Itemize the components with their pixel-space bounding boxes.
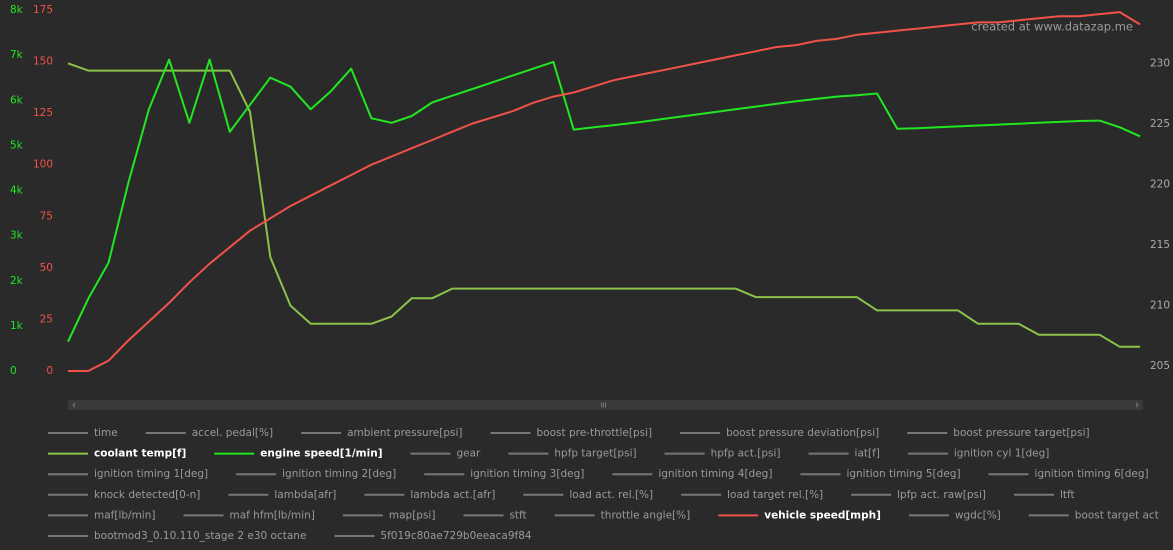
legend-label[interactable]: boost pressure deviation[psi] — [726, 427, 879, 439]
legend-label[interactable]: bootmod3_0.10.110_stage 2 e30 octane — [94, 530, 306, 542]
y2-tick-label: 0 — [46, 365, 53, 377]
legend-label[interactable]: gear — [457, 448, 482, 460]
scrollbar[interactable] — [68, 400, 1143, 410]
legend-label[interactable]: time — [94, 427, 118, 439]
y2-tick-label: 125 — [33, 107, 53, 119]
y3-tick-label: 205 — [1150, 360, 1170, 372]
legend-label[interactable]: vehicle speed[mph] — [764, 509, 881, 521]
y3-tick-label: 210 — [1150, 300, 1170, 312]
y3-tick-label: 215 — [1150, 239, 1170, 251]
y2-tick-label: 100 — [33, 159, 53, 171]
y-tick-label: 4k — [10, 185, 24, 197]
legend-label[interactable]: ignition timing 3[deg] — [470, 468, 584, 480]
legend-label[interactable]: lpfp act. raw[psi] — [897, 489, 986, 501]
legend-label[interactable]: boost target act — [1075, 509, 1159, 521]
legend-label[interactable]: knock detected[0-n] — [94, 489, 200, 501]
legend-label[interactable]: load target rel.[%] — [727, 489, 823, 501]
legend-label[interactable]: ignition cyl 1[deg] — [954, 448, 1050, 460]
legend-label[interactable]: engine speed[1/min] — [260, 448, 382, 460]
series-line — [67, 62, 1140, 348]
y2-tick-label: 25 — [40, 313, 53, 325]
y2-tick-label: 150 — [33, 56, 53, 68]
series-line — [67, 58, 1141, 343]
legend-label[interactable]: hpfp act.[psi] — [711, 448, 781, 460]
legend-label[interactable]: hpfp target[psi] — [554, 448, 636, 460]
watermark: created at www.datazap.me — [971, 20, 1133, 34]
legend-label[interactable]: maf[lb/min] — [94, 509, 155, 521]
legend-label[interactable]: ignition timing 6[deg] — [1035, 468, 1149, 480]
legend-label[interactable]: lambda act.[afr] — [410, 489, 495, 501]
legend-label[interactable]: coolant temp[f] — [94, 448, 186, 460]
legend-label[interactable]: boost pre-throttle[psi] — [537, 427, 653, 439]
legend-label[interactable]: accel. pedal[%] — [192, 427, 273, 439]
y3-tick-label: 220 — [1150, 178, 1170, 190]
legend-label[interactable]: iat[f] — [855, 448, 880, 460]
legend-label[interactable]: ignition timing 4[deg] — [658, 468, 772, 480]
y-tick-label: 1k — [10, 320, 24, 332]
y-tick-label: 8k — [10, 4, 24, 16]
y3-tick-label: 225 — [1150, 118, 1170, 130]
legend-label[interactable]: ambient pressure[psi] — [347, 427, 462, 439]
legend-label[interactable]: maf hfm[lb/min] — [229, 509, 314, 521]
y-tick-label: 6k — [10, 94, 24, 106]
legend-label[interactable]: ignition timing 1[deg] — [94, 468, 208, 480]
y2-tick-label: 50 — [40, 262, 53, 274]
legend-label[interactable]: ltft — [1060, 489, 1075, 501]
y3-tick-label: 230 — [1150, 57, 1170, 69]
legend-label[interactable]: ignition timing 5[deg] — [846, 468, 960, 480]
y-tick-label: 7k — [10, 49, 24, 61]
legend-label[interactable]: lambda[afr] — [274, 489, 336, 501]
legend-label[interactable]: ignition timing 2[deg] — [282, 468, 396, 480]
legend-label[interactable]: throttle angle[%] — [601, 509, 691, 521]
legend-label[interactable]: wgdc[%] — [955, 509, 1001, 521]
legend-label[interactable]: map[psi] — [389, 509, 436, 521]
legend-label[interactable]: boost pressure target[psi] — [953, 427, 1089, 439]
legend-label[interactable]: 5f019c80ae729b0eeaca9f84 — [380, 530, 531, 542]
legend-label[interactable]: load act. rel.[%] — [569, 489, 653, 501]
y-tick-label: 3k — [10, 230, 24, 242]
legend-label[interactable]: stft — [509, 509, 526, 521]
y-tick-label: 2k — [10, 275, 24, 287]
y2-tick-label: 75 — [40, 210, 53, 222]
y-tick-label: 0 — [10, 365, 17, 377]
scrollbar-grip[interactable] — [601, 402, 606, 408]
y-tick-label: 5k — [10, 139, 24, 151]
y2-tick-label: 175 — [33, 4, 53, 16]
series-line — [68, 11, 1141, 372]
